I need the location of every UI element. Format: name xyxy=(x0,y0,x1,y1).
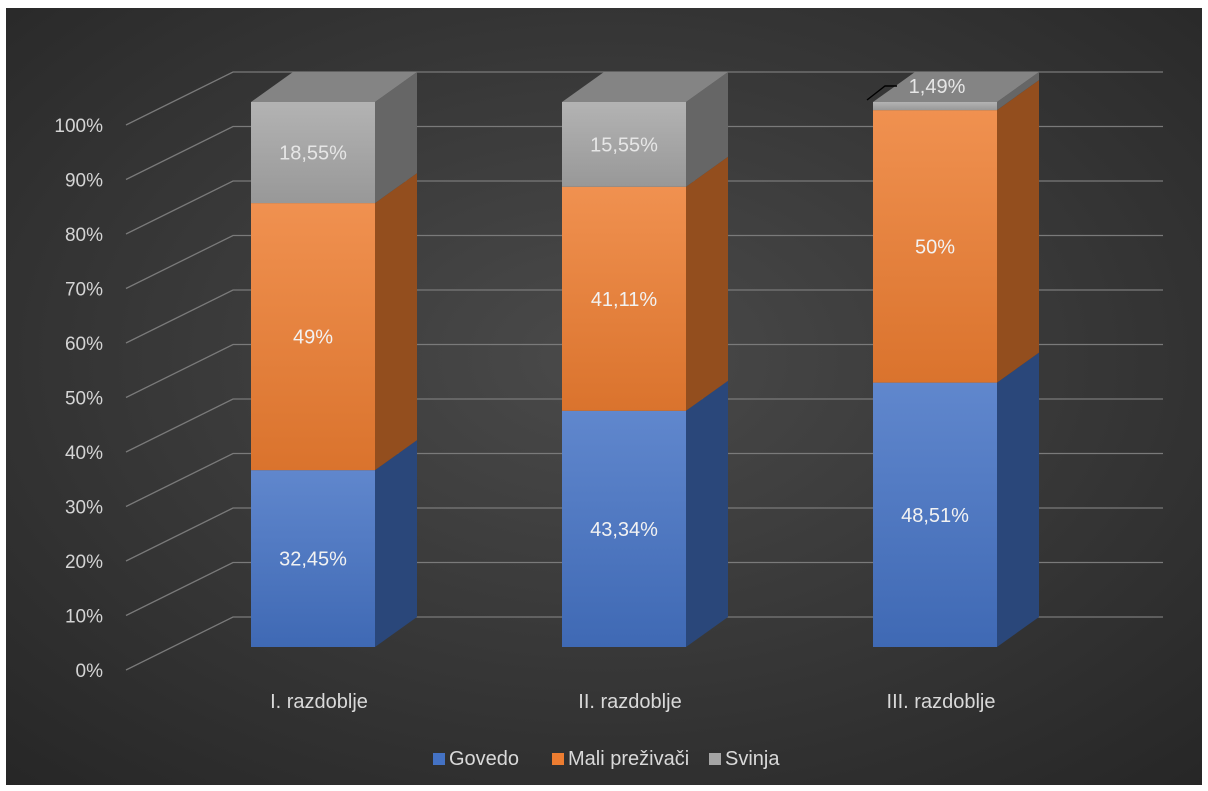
legend-label: Mali preživači xyxy=(568,748,689,770)
data-label: 43,34% xyxy=(590,519,658,541)
legend-swatch xyxy=(552,753,564,765)
y-tick-label: 50% xyxy=(65,389,103,410)
gridline xyxy=(125,398,1163,453)
y-tick-label: 100% xyxy=(54,116,103,137)
bar-stack: 48,51% 50% 1,49% xyxy=(866,72,1039,647)
data-label: 1,49% xyxy=(909,76,966,98)
data-label: 49% xyxy=(293,327,333,349)
gridline xyxy=(125,561,1163,617)
gridline xyxy=(125,180,1163,235)
gridline xyxy=(125,289,1163,344)
bar-segment-front xyxy=(562,102,686,187)
legend: Govedo Mali preživači Svinja xyxy=(433,748,780,770)
bar-segment-front xyxy=(562,186,686,411)
bar-segment-front xyxy=(251,470,375,647)
bar-segment-front xyxy=(873,102,997,111)
data-label: 32,45% xyxy=(279,549,347,571)
gridlines xyxy=(125,71,1163,671)
bars: 32,45% 49% 18,55% 43,34% 41,11% 15,55% 48,51% 5… xyxy=(251,72,1039,647)
data-label: 48,51% xyxy=(901,505,969,527)
bar-segment-side xyxy=(997,352,1039,647)
data-label-leader-line xyxy=(866,85,897,101)
y-tick-label: 80% xyxy=(65,225,103,246)
bar-top-face xyxy=(251,72,417,102)
gridline xyxy=(125,234,1163,290)
bar-segment-side xyxy=(686,380,728,647)
bar-segment-side xyxy=(375,72,417,204)
x-axis: I. razdoblje II. razdoblje III. razdoblje xyxy=(270,691,995,713)
chart-area: 0% 10% 20% 30% 40% 50% 60% 70% 80% 90% 100% 32,45%… xyxy=(6,8,1202,785)
y-tick-label: 40% xyxy=(65,443,103,464)
legend-label: Svinja xyxy=(725,748,780,770)
data-label: 50% xyxy=(915,236,955,258)
legend-label: Govedo xyxy=(449,748,519,770)
legend-swatch xyxy=(709,753,721,765)
bar-segment-front xyxy=(873,382,997,647)
data-label: 41,11% xyxy=(591,289,658,311)
gridline xyxy=(125,616,1163,671)
legend-item: Govedo xyxy=(433,748,519,770)
bar-top-face xyxy=(873,72,1039,102)
bar-segment-front xyxy=(251,102,375,204)
bar-segment-side xyxy=(375,173,417,471)
bar-segment-side xyxy=(686,156,728,411)
y-tick-label: 60% xyxy=(65,334,103,355)
legend-swatch xyxy=(433,753,445,765)
y-tick-label: 20% xyxy=(65,552,103,573)
bar-segment-side xyxy=(375,440,417,647)
bar-segment-side xyxy=(997,72,1039,111)
bar-stack: 32,45% 49% 18,55% xyxy=(251,72,417,647)
bar-segment-side xyxy=(997,80,1039,383)
gridline xyxy=(125,125,1163,181)
bar-top-face xyxy=(562,72,728,102)
y-tick-label: 10% xyxy=(65,607,103,628)
y-axis: 0% 10% 20% 30% 40% 50% 60% 70% 80% 90% 100% xyxy=(54,116,103,682)
stacked-percent-3d-bar-chart: 0% 10% 20% 30% 40% 50% 60% 70% 80% 90% 100% 32,45%… xyxy=(6,8,1202,785)
y-tick-label: 0% xyxy=(76,661,104,682)
y-tick-label: 90% xyxy=(65,171,103,192)
x-category-label: II. razdoblje xyxy=(578,691,681,713)
gridline xyxy=(125,343,1163,399)
bar-stack: 43,34% 41,11% 15,55% xyxy=(562,72,728,647)
legend-item: Svinja xyxy=(709,748,780,770)
data-label: 18,55% xyxy=(279,143,347,165)
x-category-label: III. razdoblje xyxy=(887,691,996,713)
bar-segment-side xyxy=(686,72,728,187)
x-category-label: I. razdoblje xyxy=(270,691,368,713)
bar-segment-front xyxy=(873,110,997,383)
gridline xyxy=(125,71,1163,126)
data-label: 15,55% xyxy=(590,134,658,156)
y-tick-label: 30% xyxy=(65,498,103,519)
gridline xyxy=(125,452,1163,508)
y-tick-label: 70% xyxy=(65,280,103,301)
bar-segment-front xyxy=(251,203,375,471)
bar-segment-front xyxy=(562,410,686,647)
gridline xyxy=(125,507,1163,562)
legend-item: Mali preživači xyxy=(552,748,689,770)
